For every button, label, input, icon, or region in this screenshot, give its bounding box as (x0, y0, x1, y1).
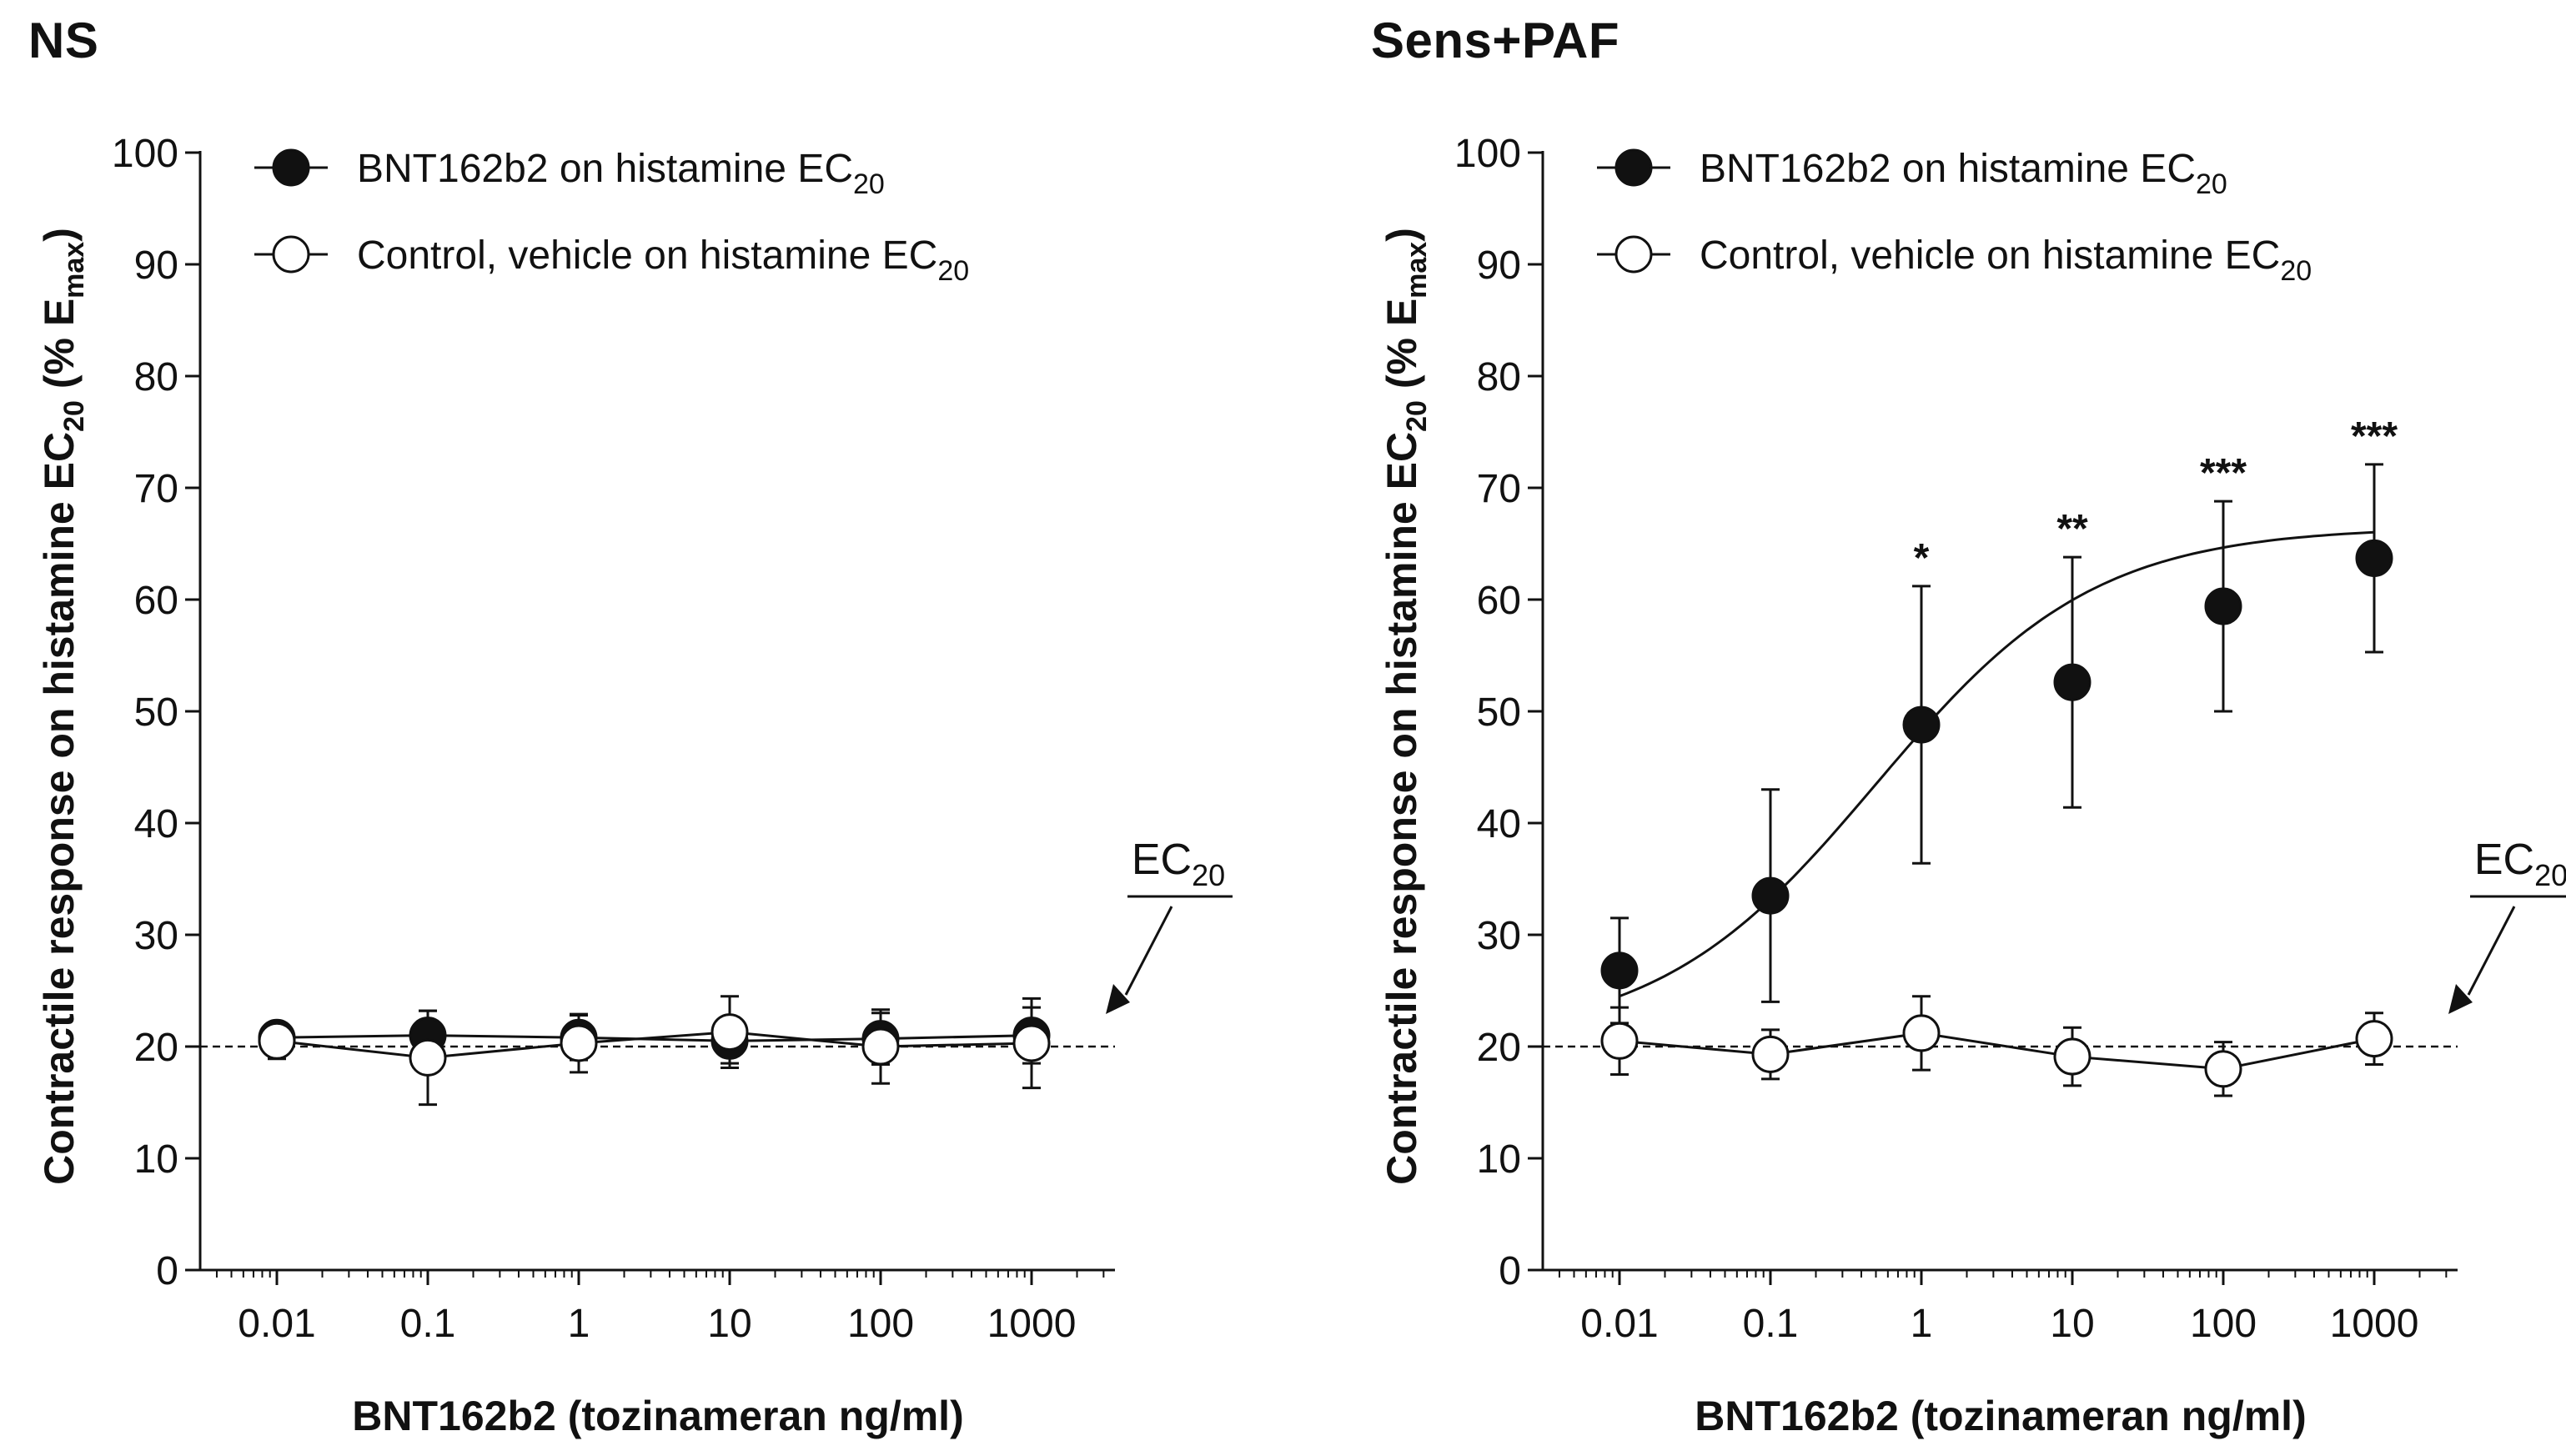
control-connecting-line (276, 1031, 1032, 1059)
x-tick-label: 0.01 (1580, 1302, 1658, 1346)
legend-label-control: Control, vehicle on histamine EC20 (1700, 233, 2312, 287)
bnt162b2-point (2355, 539, 2393, 577)
x-tick-label: 1000 (2330, 1302, 2419, 1346)
y-tick-label: 50 (134, 690, 178, 735)
control-point (2355, 1020, 2393, 1058)
y-tick-label: 0 (1499, 1249, 1521, 1293)
y-tick-label: 60 (134, 579, 178, 623)
y-axis-label: Contractile response on histamine EC20 (… (36, 228, 90, 1185)
x-tick-label: 1 (1911, 1302, 1933, 1346)
control-point (861, 1027, 900, 1066)
x-axis-label: BNT162b2 (tozinameran ng/ml) (1695, 1393, 2306, 1439)
y-tick-label: 100 (112, 132, 178, 176)
bnt162b2-fit-curve (1619, 530, 2375, 998)
chart-svg: 0 10 20 30 40 50 60 70 80 90 100 0.01 0.1 1 10 100 1000 B… (1378, 132, 2566, 1439)
x-tick-label: 10 (2050, 1302, 2094, 1346)
control-point (1902, 1014, 1941, 1052)
x-tick-label: 0.1 (400, 1302, 456, 1346)
x-tick-label: 1 (568, 1302, 590, 1346)
control-point (2204, 1050, 2242, 1088)
y-tick-label: 100 (1454, 132, 1521, 176)
y-tick-label: 80 (1477, 355, 1521, 399)
control-point (258, 1022, 296, 1060)
chart-title: NS (28, 13, 99, 68)
chart-title: Sens+PAF (1371, 13, 1619, 68)
y-tick-label: 10 (134, 1137, 178, 1182)
y-tick-label: 40 (134, 802, 178, 846)
y-tick-label: 20 (1477, 1026, 1521, 1070)
control-point (1751, 1035, 1790, 1073)
control-point (560, 1024, 598, 1062)
legend-label-bnt162b2: BNT162b2 on histamine EC20 (1700, 147, 2227, 200)
chart-panel-ns: NS 0 10 20 30 40 50 60 70 80 90 100 0.01 0.1 1 10 100 10… (28, 13, 1233, 1439)
ec20-arrow-head (1106, 984, 1130, 1014)
x-axis-label: BNT162b2 (tozinameran ng/ml) (352, 1393, 963, 1439)
bnt162b2-point (1751, 876, 1790, 915)
legend-label-bnt162b2: BNT162b2 on histamine EC20 (357, 147, 885, 200)
x-tick-label: 100 (847, 1302, 914, 1346)
y-tick-label: 70 (1477, 467, 1521, 511)
y-tick-label: 20 (134, 1026, 178, 1070)
legend-marker-bnt162b2 (1614, 148, 1653, 187)
ec20-arrow-head (2448, 984, 2473, 1014)
bnt162b2-point (2053, 663, 2091, 701)
significance-marker: *** (2351, 414, 2398, 459)
ec20-callout-label: EC20 (2474, 836, 2566, 892)
significance-marker: * (1914, 536, 1930, 580)
x-tick-label: 0.1 (1743, 1302, 1799, 1346)
bnt162b2-point (1902, 705, 1941, 744)
y-tick-label: 40 (1477, 802, 1521, 846)
y-tick-label: 50 (1477, 690, 1521, 735)
control-point (409, 1038, 447, 1077)
y-tick-label: 70 (134, 467, 178, 511)
legend-marker-bnt162b2 (272, 148, 310, 187)
significance-marker: ** (2056, 507, 2088, 551)
chart-svg: 0 10 20 30 40 50 60 70 80 90 100 0.01 0.1 1 10 100 1000 B… (36, 132, 1233, 1439)
control-point (1012, 1024, 1051, 1062)
x-tick-label: 1000 (987, 1302, 1077, 1346)
ec20-arrow-line (1124, 906, 1173, 996)
legend-marker-control (1614, 235, 1653, 274)
bnt162b2-connecting-line (276, 1034, 1032, 1042)
control-point (1600, 1022, 1639, 1060)
bnt162b2-point (2204, 587, 2242, 625)
ec20-callout-label: EC20 (1132, 836, 1225, 892)
y-tick-label: 60 (1477, 579, 1521, 623)
y-tick-label: 90 (134, 244, 178, 288)
y-tick-label: 0 (156, 1249, 178, 1293)
significance-marker: *** (2200, 451, 2247, 495)
y-tick-label: 80 (134, 355, 178, 399)
y-tick-label: 30 (134, 914, 178, 958)
y-tick-label: 30 (1477, 914, 1521, 958)
x-tick-label: 10 (707, 1302, 751, 1346)
y-tick-label: 90 (1477, 244, 1521, 288)
control-point (2053, 1037, 2091, 1076)
legend-label-control: Control, vehicle on histamine EC20 (357, 233, 969, 287)
y-axis-label: Contractile response on histamine EC20 (… (1378, 228, 1433, 1185)
chart-panel-sens-paf: Sens+PAF 0 10 20 30 40 50 60 70 80 90 100 0.01 0.1 1 1… (1343, 0, 2566, 1456)
control-point (711, 1013, 749, 1052)
ec20-arrow-line (2467, 906, 2516, 996)
legend-marker-control (272, 235, 310, 274)
control-connecting-line (1619, 1032, 2375, 1071)
bnt162b2-point (1600, 951, 1639, 990)
x-tick-label: 100 (2190, 1302, 2257, 1346)
x-tick-label: 0.01 (238, 1302, 315, 1346)
y-tick-label: 10 (1477, 1137, 1521, 1182)
